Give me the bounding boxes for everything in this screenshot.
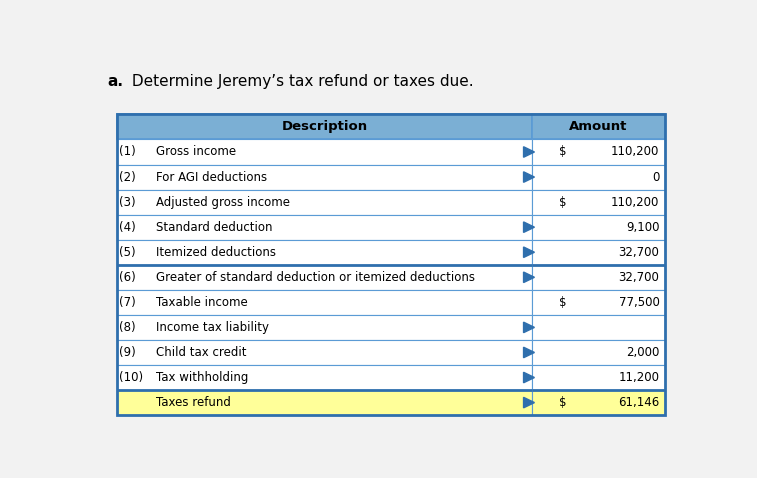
Bar xyxy=(117,265,532,290)
Text: (9): (9) xyxy=(119,346,136,359)
Bar xyxy=(532,340,665,365)
Polygon shape xyxy=(524,372,534,383)
Bar xyxy=(532,190,665,215)
Text: Amount: Amount xyxy=(569,120,628,133)
Bar xyxy=(117,365,532,390)
Text: (5): (5) xyxy=(119,246,136,259)
Bar xyxy=(532,265,665,290)
Bar xyxy=(532,140,665,164)
Text: Gross income: Gross income xyxy=(157,145,236,159)
Text: 9,100: 9,100 xyxy=(626,221,659,234)
Bar xyxy=(117,114,532,140)
Text: 110,200: 110,200 xyxy=(611,145,659,159)
Polygon shape xyxy=(524,222,534,232)
Bar xyxy=(532,315,665,340)
Bar xyxy=(532,215,665,239)
Text: (8): (8) xyxy=(119,321,136,334)
Text: 2,000: 2,000 xyxy=(626,346,659,359)
Polygon shape xyxy=(524,247,534,258)
Bar xyxy=(532,290,665,315)
Text: 32,700: 32,700 xyxy=(618,246,659,259)
Bar xyxy=(117,114,665,415)
Text: Determine Jeremy’s tax refund or taxes due.: Determine Jeremy’s tax refund or taxes d… xyxy=(127,74,474,89)
Bar xyxy=(117,164,532,190)
Polygon shape xyxy=(524,172,534,182)
Text: 11,200: 11,200 xyxy=(618,371,659,384)
Polygon shape xyxy=(524,147,534,157)
Text: (10): (10) xyxy=(119,371,143,384)
Text: (6): (6) xyxy=(119,271,136,284)
Bar xyxy=(532,164,665,190)
Text: 77,500: 77,500 xyxy=(618,296,659,309)
Text: Greater of standard deduction or itemized deductions: Greater of standard deduction or itemize… xyxy=(157,271,475,284)
Bar xyxy=(117,190,532,215)
Text: 61,146: 61,146 xyxy=(618,396,659,409)
Bar xyxy=(532,114,665,140)
Bar xyxy=(117,239,532,265)
Text: $: $ xyxy=(559,196,566,208)
Text: Adjusted gross income: Adjusted gross income xyxy=(157,196,291,208)
Text: (4): (4) xyxy=(119,221,136,234)
Text: 32,700: 32,700 xyxy=(618,271,659,284)
Text: Itemized deductions: Itemized deductions xyxy=(157,246,276,259)
Text: Income tax liability: Income tax liability xyxy=(157,321,269,334)
Polygon shape xyxy=(524,322,534,333)
Polygon shape xyxy=(524,397,534,408)
Text: 0: 0 xyxy=(652,171,659,184)
Polygon shape xyxy=(524,272,534,282)
Text: Taxable income: Taxable income xyxy=(157,296,248,309)
Text: $: $ xyxy=(559,145,566,159)
Bar xyxy=(117,315,532,340)
Text: (7): (7) xyxy=(119,296,136,309)
Bar xyxy=(117,340,532,365)
Text: Description: Description xyxy=(282,120,368,133)
Text: 110,200: 110,200 xyxy=(611,196,659,208)
Bar xyxy=(117,390,532,415)
Text: (1): (1) xyxy=(119,145,136,159)
Text: $: $ xyxy=(559,296,566,309)
Bar xyxy=(117,290,532,315)
Bar xyxy=(117,140,532,164)
Text: Tax withholding: Tax withholding xyxy=(157,371,249,384)
Text: a.: a. xyxy=(107,74,123,89)
Text: (3): (3) xyxy=(119,196,136,208)
Polygon shape xyxy=(524,347,534,358)
Text: For AGI deductions: For AGI deductions xyxy=(157,171,267,184)
Text: Standard deduction: Standard deduction xyxy=(157,221,273,234)
Text: Taxes refund: Taxes refund xyxy=(157,396,231,409)
Text: Child tax credit: Child tax credit xyxy=(157,346,247,359)
Text: (2): (2) xyxy=(119,171,136,184)
Bar xyxy=(117,215,532,239)
Text: $: $ xyxy=(559,396,566,409)
Bar xyxy=(532,390,665,415)
Bar xyxy=(532,239,665,265)
Bar xyxy=(532,365,665,390)
